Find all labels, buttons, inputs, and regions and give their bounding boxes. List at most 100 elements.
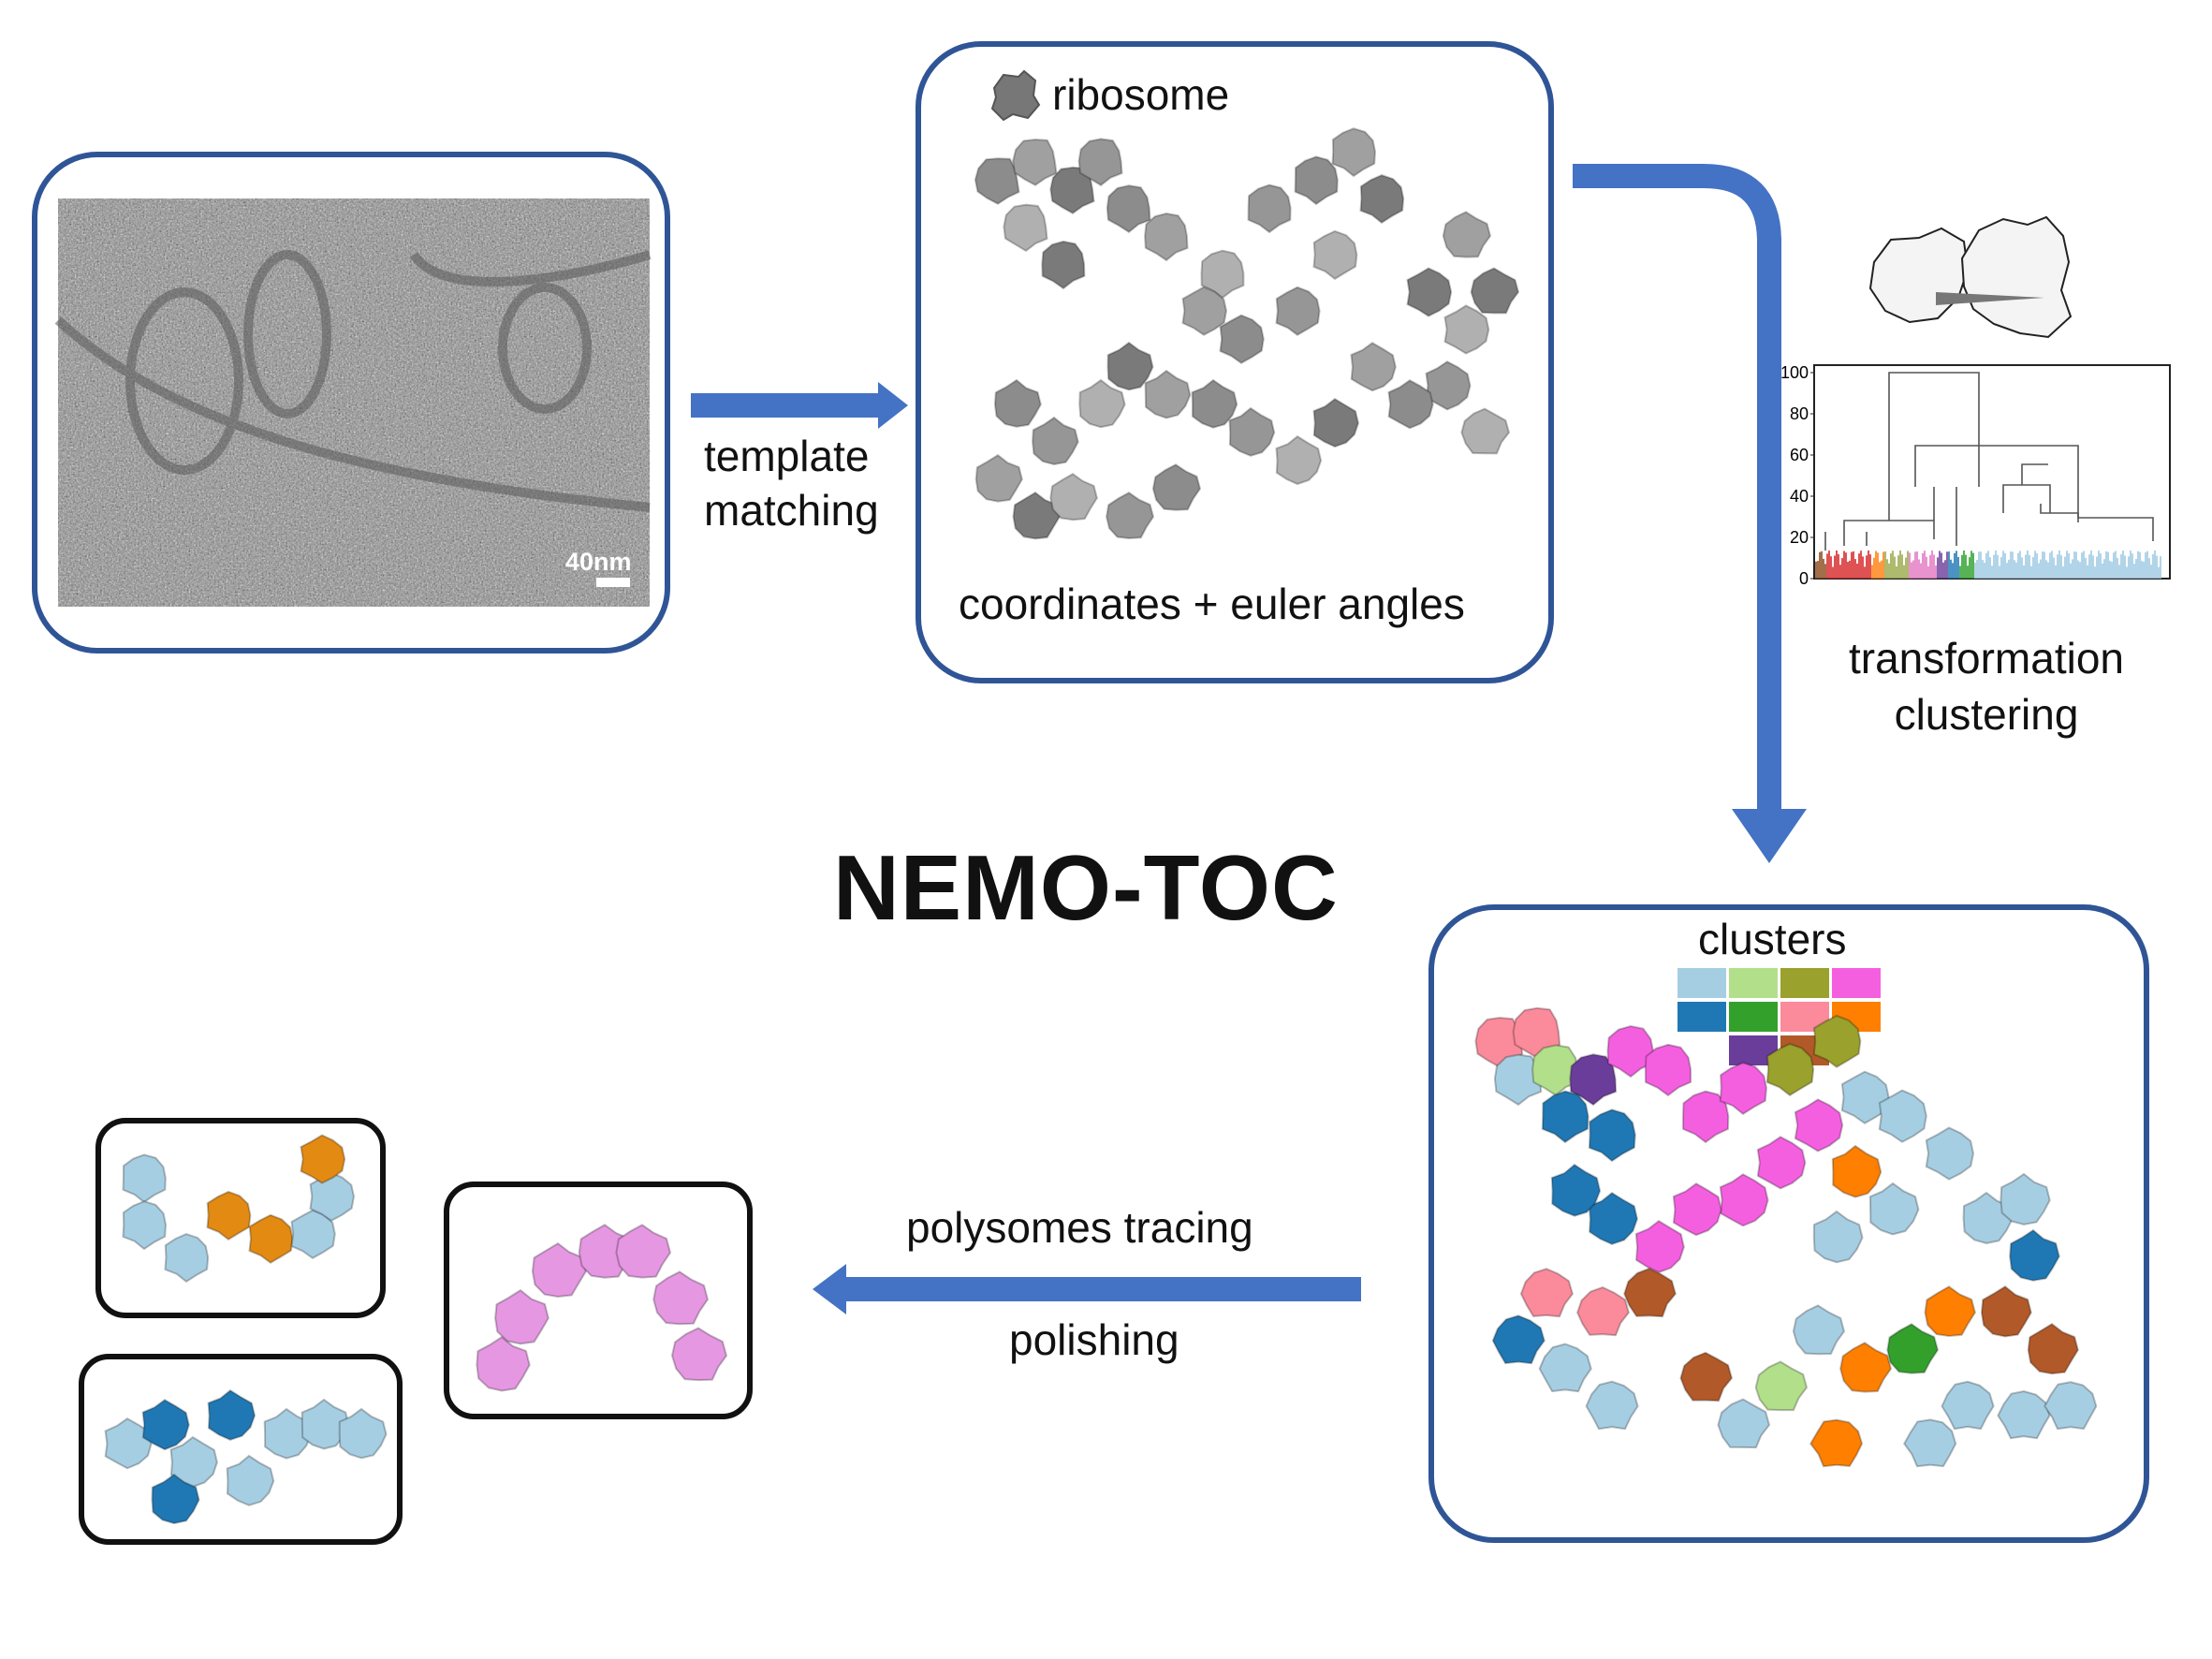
- ribosome-particle: [1144, 369, 1192, 419]
- cluster-swatch: [1677, 968, 1726, 998]
- ribosome-particle: [1491, 1314, 1545, 1365]
- ribosome-particle: [1623, 1267, 1677, 1318]
- ribosome-particle: [1106, 492, 1155, 540]
- arrow-3-label-line2: polishing: [1009, 1315, 1179, 1364]
- ribosome-particle: [1672, 1182, 1722, 1237]
- cluster-swatch: [1832, 968, 1881, 998]
- ribosome-particle: [1550, 1163, 1602, 1217]
- ribosome-particle: [300, 1134, 346, 1184]
- ribosome-particle: [1049, 473, 1098, 521]
- ribosome-particle: [1041, 240, 1086, 290]
- ribosome-particle: [1903, 1418, 1957, 1468]
- ribosome-particle: [1312, 397, 1360, 448]
- ribosome-particle: [1569, 1053, 1618, 1107]
- tomogram-image: [54, 198, 652, 607]
- ribosome-particle: [993, 378, 1042, 428]
- ribosome-particle: [1541, 1090, 1589, 1144]
- ribosome-particle: [309, 1171, 356, 1222]
- polysome-chain-light-dark-blue: [104, 1388, 388, 1525]
- ribosome-particle: [1941, 1380, 1995, 1431]
- ribosome-particle: [1312, 229, 1358, 281]
- ribosome-particle: [2044, 1381, 2098, 1431]
- ribosome-particle: [1350, 342, 1397, 392]
- dendrogram-chart: 100 80 60 40 20 0: [1780, 363, 2171, 588]
- ribosome-particle: [206, 1190, 252, 1241]
- dendrogram-links: [1824, 372, 2154, 551]
- arrow-2-label-line1: transformation: [1848, 634, 2124, 683]
- dendrogram-y-tick: 20: [1790, 528, 1809, 547]
- ribosome-particle: [263, 1407, 313, 1460]
- polysome-panel-orange: [95, 1118, 386, 1318]
- ribosome-particle: [164, 1233, 210, 1284]
- ribosome-particle: [1812, 1014, 1862, 1068]
- ribosome-particle: [494, 1288, 549, 1345]
- ribosome-particle: [1470, 267, 1520, 315]
- tomogram-panel: 40nm: [32, 152, 670, 653]
- ribosome-particle: [1840, 1070, 1890, 1124]
- ribosome-icon: [990, 69, 1041, 122]
- dendrogram-y-tick: 80: [1790, 404, 1809, 423]
- ribosome-particle: [1886, 1323, 1940, 1374]
- ribosome-particle: [1839, 1342, 1893, 1393]
- arrow-1-label-line1: template: [704, 432, 870, 480]
- ribosome-particle: [122, 1153, 167, 1204]
- ribosome-particle: [2000, 1172, 2051, 1226]
- ribosome-particle: [1576, 1285, 1631, 1337]
- ribosome-particle: [1032, 416, 1079, 466]
- ribosome-particle: [1588, 1191, 1639, 1245]
- cluster-swatch: [1780, 968, 1829, 998]
- diagram-title: NEMO-TOC: [833, 836, 1339, 939]
- ribosome-particle: [1519, 1268, 1575, 1318]
- arrow-3-label-line1: polysomes tracing: [906, 1203, 1253, 1252]
- polysome-panel-dark-blue: [79, 1354, 403, 1545]
- ribosome-legend-label: ribosome: [1052, 70, 1230, 119]
- particles-panel: ribosome coordinates + euler angles: [916, 41, 1554, 683]
- ribosome-particle: [1078, 378, 1126, 429]
- ribosome-outline-icon: [1868, 215, 2073, 339]
- ribosome-particle: [1794, 1098, 1844, 1152]
- ribosome-particle: [1012, 491, 1061, 540]
- dendrogram-y-tick: 40: [1790, 487, 1809, 506]
- clusters-label: clusters: [1698, 915, 1847, 963]
- ribosome-particle: [1681, 1090, 1730, 1144]
- ribosome-particle: [1077, 138, 1123, 187]
- ribosome-particle: [670, 1327, 728, 1382]
- ribosome-particle: [1144, 212, 1189, 262]
- ribosome-particle: [1538, 1343, 1592, 1393]
- ribosome-particle: [1606, 1024, 1655, 1079]
- ribosome-particle: [1219, 314, 1265, 364]
- ribosome-particle: [151, 1473, 200, 1525]
- ribosome-particle: [169, 1435, 218, 1489]
- ribosome-particle: [1756, 1136, 1807, 1190]
- polysome-chain-pink: [476, 1224, 728, 1392]
- ribosome-particle: [1247, 184, 1292, 234]
- ribosome-particle: [1717, 1398, 1771, 1449]
- dendrogram-y-tick: 0: [1799, 569, 1809, 588]
- ribosome-particle: [1679, 1351, 1734, 1402]
- ribosome-particle: [1924, 1285, 1976, 1338]
- arrow-polysome-tracing: [813, 1264, 1361, 1314]
- ribosome-particle: [1754, 1360, 1809, 1412]
- ribosome-particle: [1878, 1089, 1927, 1143]
- ribosome-particle: [974, 157, 1020, 205]
- ribosome-particle: [1831, 1144, 1882, 1198]
- ribosome-particle: [1442, 211, 1492, 258]
- clustered-particles: [1474, 1006, 2098, 1468]
- ribosome-particle: [1331, 127, 1377, 178]
- ribosome-particle: [122, 1200, 168, 1251]
- ribosome-particle: [1106, 341, 1154, 391]
- ribosome-particle: [1012, 138, 1058, 186]
- ribosome-particle: [1003, 203, 1048, 253]
- ribosome-particle: [1644, 1043, 1692, 1097]
- ribosome-particle: [1151, 463, 1202, 511]
- cluster-swatch: [1729, 1002, 1778, 1032]
- polysome-chain-light-blue-orange: [122, 1134, 356, 1284]
- polysome-panel-pink: [444, 1182, 753, 1419]
- dendrogram-y-tick: 60: [1790, 446, 1809, 464]
- ribosome-particle: [1925, 1126, 1975, 1181]
- ribosome-particle: [1200, 249, 1245, 300]
- dendrogram-y-ticks: 100 80 60 40 20 0: [1780, 363, 1814, 588]
- ribosome-particle: [2027, 1322, 2079, 1375]
- ribosome-particle: [1792, 1304, 1846, 1356]
- ribosome-particle: [1228, 406, 1276, 457]
